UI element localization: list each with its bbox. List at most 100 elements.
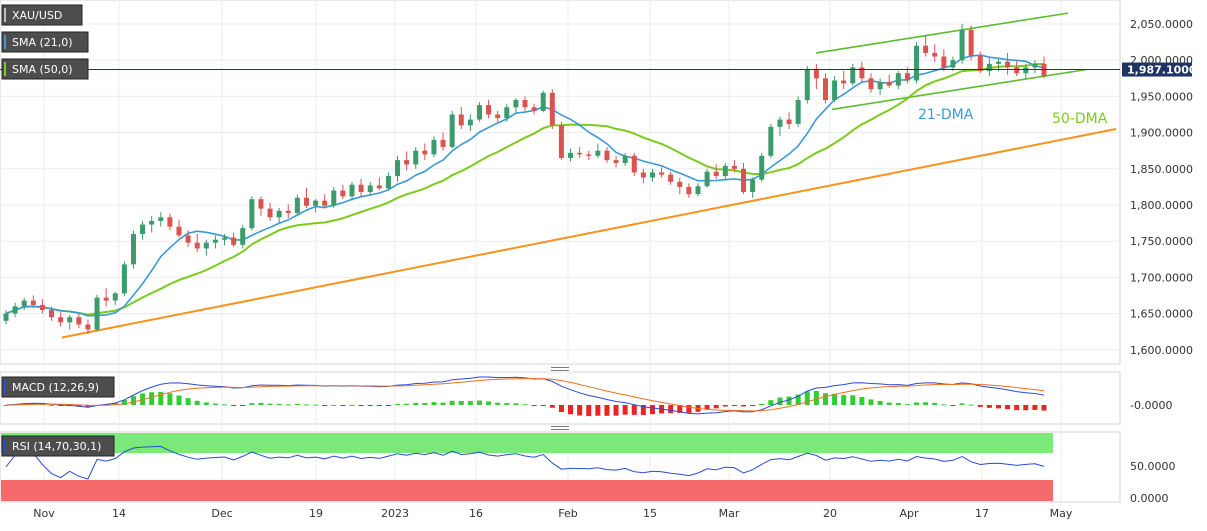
candle xyxy=(704,168,710,188)
candle-body xyxy=(76,317,82,325)
macd-histogram-bar xyxy=(285,404,291,406)
candle-body xyxy=(531,107,537,111)
legend-rsi[interactable]: RSI (14,70,30,1) xyxy=(1,435,115,457)
legend-sma50[interactable]: SMA (50,0) xyxy=(1,58,89,80)
candle xyxy=(313,199,319,213)
price-axis-tick-label: 1,950.0000 xyxy=(1130,90,1193,103)
candle xyxy=(677,177,683,195)
macd-histogram-bar xyxy=(376,405,382,406)
macd-histogram-bar xyxy=(158,391,164,405)
candle-body xyxy=(649,172,655,178)
candle xyxy=(731,160,737,173)
candle-body xyxy=(759,155,765,180)
macd-histogram-bar xyxy=(586,405,592,417)
candle-body xyxy=(813,68,819,79)
time-axis-tick-label: 19 xyxy=(309,507,323,520)
candle xyxy=(222,233,228,246)
time-gridlines xyxy=(43,0,1062,502)
candle-body xyxy=(968,29,974,56)
candle xyxy=(904,67,910,84)
candle-body xyxy=(741,168,747,192)
macd-histogram-bar xyxy=(932,402,938,405)
candle-body xyxy=(804,68,810,101)
macd-histogram-bar xyxy=(222,404,228,406)
candle-body xyxy=(904,73,910,81)
candle xyxy=(276,207,282,224)
legend-symbol[interactable]: XAU/USD xyxy=(1,4,83,26)
macd-line xyxy=(5,376,1045,415)
candle xyxy=(986,56,992,77)
macd-histogram-bar xyxy=(868,399,874,405)
candle xyxy=(12,302,18,318)
candle xyxy=(604,147,610,164)
candle xyxy=(467,114,473,132)
candle xyxy=(549,89,555,129)
candle xyxy=(94,294,100,332)
macd-histogram-bar xyxy=(640,405,646,415)
candle xyxy=(112,291,118,305)
macd-histogram-bar xyxy=(895,402,901,405)
candle xyxy=(877,78,883,95)
macd-histogram-bar xyxy=(240,405,246,406)
macd-histogram-bar xyxy=(176,395,182,405)
candle-body xyxy=(659,172,665,175)
macd-histogram-bar xyxy=(750,405,756,407)
candle xyxy=(504,103,510,122)
macd-layer xyxy=(3,376,1047,417)
pane-resize-handle-2[interactable] xyxy=(548,425,572,431)
macd-histogram-bar xyxy=(194,400,200,405)
candle-body xyxy=(449,114,455,148)
candle-body xyxy=(859,67,865,79)
candle-body xyxy=(185,235,191,243)
macd-histogram-bar xyxy=(121,399,127,405)
macd-histogram-bar xyxy=(822,393,828,405)
price-axis-tick-label: 1,650.0000 xyxy=(1130,308,1193,321)
legend-sma50-label: SMA (50,0) xyxy=(12,63,73,76)
candle-body xyxy=(121,264,127,294)
candle-body xyxy=(194,242,200,249)
legend-sma21[interactable]: SMA (21,0) xyxy=(1,31,89,53)
macd-histogram-bar xyxy=(149,392,155,405)
candle xyxy=(367,181,373,195)
candle-body xyxy=(1005,61,1011,68)
legend-macd[interactable]: MACD (12,26,9) xyxy=(1,376,115,398)
macd-histogram-bar xyxy=(467,401,473,405)
macd-histogram-bar xyxy=(904,404,910,406)
candle-body xyxy=(85,324,91,330)
macd-histogram-bar xyxy=(622,405,628,415)
candle xyxy=(968,25,974,61)
candle xyxy=(649,168,655,182)
price-axis-tick-label: 1,800.0000 xyxy=(1130,199,1193,212)
candle xyxy=(558,121,564,161)
candle xyxy=(486,100,492,119)
macd-histogram-bar xyxy=(568,405,574,415)
candle xyxy=(822,73,828,104)
candle-body xyxy=(704,171,710,187)
current-price-tag: 1,987.1000 xyxy=(1122,62,1197,77)
candle xyxy=(768,123,774,158)
candle-body xyxy=(322,200,328,206)
price-axis-tick-label: 1,750.0000 xyxy=(1130,235,1193,248)
macd-histogram-bar xyxy=(249,403,255,405)
candle xyxy=(914,42,920,84)
candle-body xyxy=(12,306,18,314)
macd-histogram-bar xyxy=(713,405,719,409)
macd-histogram-bar xyxy=(495,402,501,405)
time-axis-tick-label: 14 xyxy=(112,507,126,520)
macd-histogram-bar xyxy=(795,394,801,405)
time-axis-tick-label: May xyxy=(1050,507,1073,520)
candle xyxy=(395,155,401,182)
price-pane xyxy=(0,0,1121,365)
candle xyxy=(476,102,482,122)
candle-body xyxy=(476,105,482,120)
candle-body xyxy=(568,152,574,158)
macd-histogram-bar xyxy=(358,405,364,406)
macd-histogram-bar xyxy=(923,402,929,405)
pane-resize-handle-1[interactable] xyxy=(548,366,572,372)
rsi-line xyxy=(5,445,1045,480)
macd-histogram-bar xyxy=(549,405,555,408)
candle xyxy=(349,181,355,201)
macd-histogram-bar xyxy=(722,405,728,407)
macd-histogram-bar xyxy=(3,405,9,406)
macd-histogram-bar xyxy=(531,405,537,406)
